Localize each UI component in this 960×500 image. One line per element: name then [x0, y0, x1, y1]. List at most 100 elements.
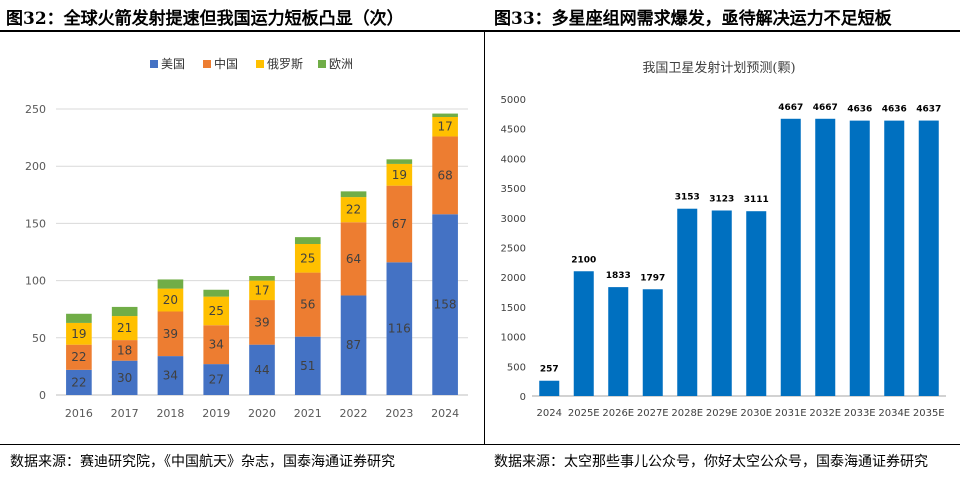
data-label: 34	[163, 369, 178, 383]
top-rule	[0, 30, 960, 32]
x-tick-label: 2022	[340, 407, 368, 420]
bar	[746, 211, 767, 396]
y-tick-label: 3000	[501, 214, 526, 225]
data-label: 158	[434, 298, 457, 312]
y-tick-label: 200	[25, 160, 46, 173]
bar-segment	[249, 280, 275, 301]
bar-segment	[249, 344, 275, 395]
y-tick-label: 2000	[501, 273, 526, 284]
data-label: 30	[117, 371, 132, 385]
x-tick-label: 2030E	[740, 408, 772, 419]
bar-segment	[111, 306, 138, 317]
bar-segment	[157, 288, 184, 312]
bar-segment	[294, 336, 321, 395]
data-label: 22	[71, 350, 86, 364]
x-tick-label: 2035E	[913, 408, 945, 419]
data-label: 18	[117, 343, 132, 357]
right-source-note: 数据来源：太空那些事儿公众号，你好太空公众号，国泰海通证券研究	[494, 454, 928, 470]
data-label: 4636	[847, 105, 872, 115]
data-label: 19	[71, 327, 86, 341]
bar-segment	[66, 344, 92, 370]
bar-segment	[66, 369, 92, 395]
legend-label: 美国	[161, 57, 185, 71]
bar	[780, 118, 801, 396]
data-label: 1833	[606, 271, 631, 281]
bar-segment	[386, 159, 413, 164]
data-label: 17	[437, 120, 452, 134]
data-label: 4667	[778, 103, 803, 113]
legend-label: 俄罗斯	[267, 57, 303, 71]
data-label: 4667	[813, 103, 838, 113]
x-tick-label: 2020	[248, 407, 276, 420]
data-label: 22	[346, 203, 361, 217]
bar-segment	[203, 289, 230, 297]
bottom-rule	[0, 444, 960, 445]
x-tick-label: 2024	[537, 408, 562, 419]
data-label: 3123	[709, 194, 734, 204]
x-tick-label: 2026E	[602, 408, 634, 419]
x-tick-label: 2033E	[844, 408, 876, 419]
data-label: 257	[540, 365, 559, 375]
x-tick-label: 2018	[156, 407, 184, 420]
bar-segment	[157, 279, 184, 289]
data-label: 67	[392, 217, 407, 231]
y-tick-label: 2500	[501, 244, 526, 255]
x-tick-label: 2024	[431, 407, 459, 420]
x-tick-label: 2025E	[568, 408, 600, 419]
data-label: 19	[392, 168, 407, 182]
data-label: 68	[437, 168, 452, 182]
bar-segment	[340, 197, 367, 223]
bar	[918, 120, 939, 397]
legend-label: 欧洲	[329, 57, 353, 71]
bar-segment	[432, 117, 458, 137]
panel-divider	[484, 32, 485, 444]
bar-segment	[294, 243, 321, 273]
y-tick-label: 50	[32, 332, 46, 345]
data-label: 25	[300, 251, 315, 265]
right-figure-title: 图33：多星座组网需求爆发，亟待解决运力不足短板	[494, 9, 892, 29]
y-tick-label: 4000	[501, 154, 526, 165]
x-tick-label: 2027E	[637, 408, 669, 419]
bar-segment	[432, 136, 458, 215]
data-label: 2100	[571, 255, 596, 265]
y-tick-label: 0	[39, 389, 46, 402]
data-label: 4637	[916, 105, 941, 115]
bar	[711, 210, 732, 396]
bar-segment	[340, 191, 367, 198]
bar-segment	[386, 163, 413, 186]
data-label: 25	[209, 304, 224, 318]
bar-segment	[157, 356, 184, 395]
bar	[642, 289, 663, 396]
bar-segment	[340, 222, 367, 296]
data-label: 44	[254, 363, 269, 377]
y-tick-label: 1500	[501, 303, 526, 314]
x-tick-label: 2023	[385, 407, 413, 420]
y-tick-label: 100	[25, 275, 46, 288]
chart-title: 我国卫星发射计划预测(颗)	[642, 60, 795, 76]
data-label: 39	[254, 315, 269, 329]
legend-label: 中国	[214, 56, 238, 71]
bar-segment	[203, 296, 230, 326]
bar	[815, 118, 836, 396]
bar-segment	[294, 237, 321, 244]
data-label: 64	[346, 252, 361, 266]
y-tick-label: 3500	[501, 184, 526, 195]
data-label: 21	[117, 321, 132, 335]
x-tick-label: 2021	[294, 407, 322, 420]
bar-segment	[66, 313, 92, 323]
bar	[677, 208, 698, 396]
legend-swatch	[203, 60, 211, 68]
bar-segment	[432, 214, 458, 395]
y-tick-label: 1000	[501, 333, 526, 344]
data-label: 87	[346, 338, 361, 352]
y-tick-label: 5000	[501, 95, 526, 106]
bar-segment	[66, 322, 92, 345]
bar	[573, 271, 594, 396]
bar-segment	[111, 316, 138, 341]
legend-swatch	[256, 60, 264, 68]
data-label: 1797	[640, 273, 665, 283]
data-label: 39	[163, 327, 178, 341]
y-tick-label: 4500	[501, 125, 526, 136]
data-label: 56	[300, 298, 315, 312]
